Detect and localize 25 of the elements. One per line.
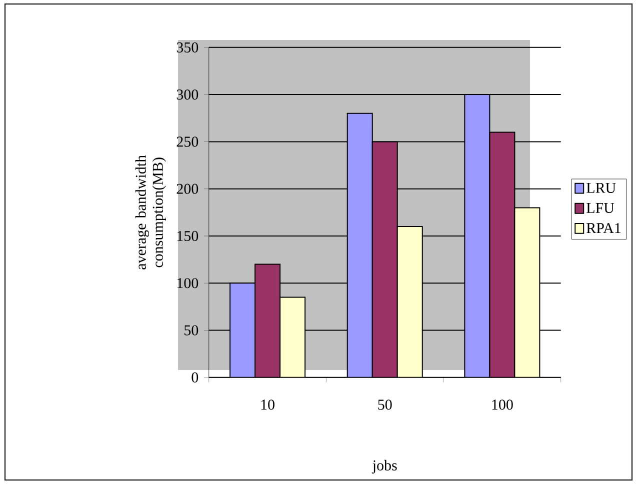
bar [254,264,281,378]
y-tick-label: 200 [176,184,198,194]
y-tick-label: 250 [176,136,198,147]
y-tick-label: 350 [176,42,198,52]
x-tick-label: 10 [261,400,274,410]
bar [489,132,516,378]
y-axis-title: average bandwidth consumption(MB) [135,155,166,270]
y-tick-label: 150 [177,230,198,242]
y-tick-label: 0 [192,372,198,382]
bar [230,282,256,378]
bar [280,296,306,378]
x-tick-label: 50 [378,400,392,410]
y-tick-label: 300 [176,90,198,100]
legend-label: LFU [586,203,614,214]
x-tick-label: 100 [492,400,513,410]
legend-label: LRU [586,182,616,193]
x-axis-title: jobs [372,460,397,474]
y-tick-label: 100 [177,278,198,288]
y-tick-label: 50 [184,325,198,336]
bar [464,94,490,378]
bar [514,207,540,378]
bar [396,226,423,378]
legend-label: RPA1 [586,223,620,233]
bar [372,141,398,378]
bar [346,112,373,378]
